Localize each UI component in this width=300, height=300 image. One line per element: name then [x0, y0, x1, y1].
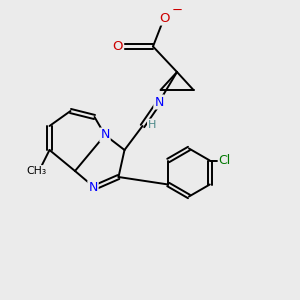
Text: −: − — [171, 4, 183, 17]
Text: N: N — [88, 181, 98, 194]
Text: H: H — [148, 119, 156, 130]
Text: CH₃: CH₃ — [26, 166, 46, 176]
Text: O: O — [160, 11, 170, 25]
Text: O: O — [113, 40, 123, 53]
Text: Cl: Cl — [219, 154, 231, 167]
Text: N: N — [154, 95, 164, 109]
Text: N: N — [100, 128, 110, 142]
